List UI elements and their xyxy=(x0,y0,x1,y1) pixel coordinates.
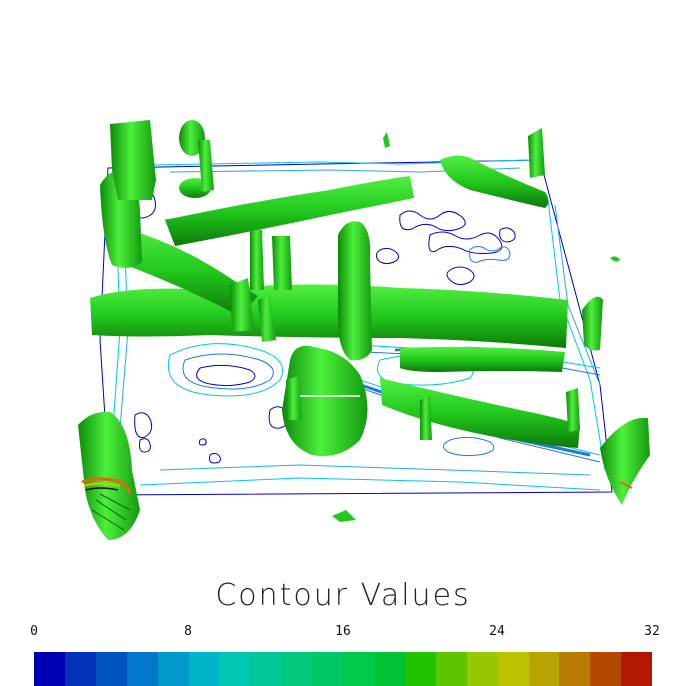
isosurface-pillar-7 xyxy=(566,388,580,432)
isosurface-pillar-4 xyxy=(258,295,276,342)
color-legend-cell xyxy=(34,652,65,686)
legend-title: Contour Values xyxy=(215,578,471,613)
contour-edge-right-2 xyxy=(554,204,601,386)
color-legend-cell xyxy=(64,652,96,686)
contour-noise-6 xyxy=(499,227,516,243)
isosurface-pillar-6 xyxy=(286,376,302,420)
color-legend-cell xyxy=(281,652,313,686)
contour-basin-1 xyxy=(168,343,283,397)
contour-basin-10 xyxy=(209,452,221,464)
legend-tick-2: 16 xyxy=(335,624,351,639)
isosurface-bottom-fleck xyxy=(332,510,356,522)
legend-tick-3: 24 xyxy=(489,624,505,639)
color-legend-bar xyxy=(34,652,653,686)
color-legend-cell xyxy=(95,652,127,686)
contour-noise-4 xyxy=(375,247,400,265)
contour-basin-7 xyxy=(139,438,151,453)
contour-edge-bottom xyxy=(139,477,601,491)
contour-edge-bottom-2 xyxy=(159,464,591,476)
contour-noise-5 xyxy=(446,266,475,286)
isosurface-center-column xyxy=(338,221,372,361)
contour-basin-6 xyxy=(134,412,153,439)
color-legend-cell xyxy=(497,652,529,686)
isosurface-main-tube xyxy=(90,284,568,348)
isosurface-topright-tube xyxy=(440,155,549,208)
isosurface-knob xyxy=(179,120,205,156)
isosurface-right-tube xyxy=(400,346,565,372)
isosurface-rim-dark xyxy=(85,487,119,491)
contour-basin-2 xyxy=(182,353,274,390)
isosurface-lowerleft-sheet xyxy=(78,411,140,540)
color-legend-cell xyxy=(373,652,405,686)
isosurface-stem xyxy=(198,140,214,192)
isosurface-right-bottom-sheet xyxy=(600,417,650,505)
color-legend-cell xyxy=(312,652,344,686)
contour-basin-3 xyxy=(196,364,256,387)
color-legend-cell xyxy=(621,652,653,686)
isosurface-upper-tube xyxy=(165,176,414,246)
color-legend-cell xyxy=(157,652,189,686)
isosurface-far-right-dot xyxy=(610,256,620,262)
isosurface-spike-1 xyxy=(383,132,390,148)
isosurface-hatch-1 xyxy=(91,493,131,531)
contour-basin-11 xyxy=(198,438,207,446)
color-legend-cell xyxy=(219,652,251,686)
color-legend-cell xyxy=(590,652,622,686)
color-legend-cell xyxy=(188,652,220,686)
isosurface-diagonal-tube xyxy=(110,225,258,316)
color-legend-cell xyxy=(126,652,158,686)
isosurface-topright-fin xyxy=(528,128,545,178)
legend-tick-1: 8 xyxy=(184,624,192,639)
color-legend-cell xyxy=(559,652,591,686)
color-legend-cell xyxy=(404,652,436,686)
isosurface-pillar-5 xyxy=(420,396,432,440)
isosurface-rim-orange-right xyxy=(619,481,633,489)
isosurface-pillar-3 xyxy=(230,278,254,332)
legend-tick-0: 0 xyxy=(30,624,38,639)
isosurface-rim-yellow xyxy=(83,482,121,487)
isosurface-rim-orange xyxy=(81,477,132,495)
isosurface-group xyxy=(78,120,650,540)
isosurface-spire-block xyxy=(110,120,156,200)
color-legend-cell xyxy=(466,652,498,686)
color-legend-cell xyxy=(435,652,467,686)
isosurface-pillar-1 xyxy=(250,230,264,290)
color-legend-cell xyxy=(250,652,282,686)
isosurface-lower-tube xyxy=(380,378,580,448)
color-legend-cell xyxy=(528,652,560,686)
contour-basin-9 xyxy=(443,436,495,457)
isosurface-contour-plot xyxy=(78,120,650,540)
contour-edge-right xyxy=(547,199,606,471)
contour-noise-2 xyxy=(428,231,503,254)
contour-noise-1 xyxy=(399,210,466,232)
isosurface-center-blob xyxy=(282,345,368,456)
contour-noise-3 xyxy=(469,245,511,263)
legend-tick-4: 32 xyxy=(644,624,660,639)
isosurface-pillar-2 xyxy=(272,236,292,290)
color-legend-cell xyxy=(343,652,374,686)
isosurface-right-fin xyxy=(582,296,603,351)
